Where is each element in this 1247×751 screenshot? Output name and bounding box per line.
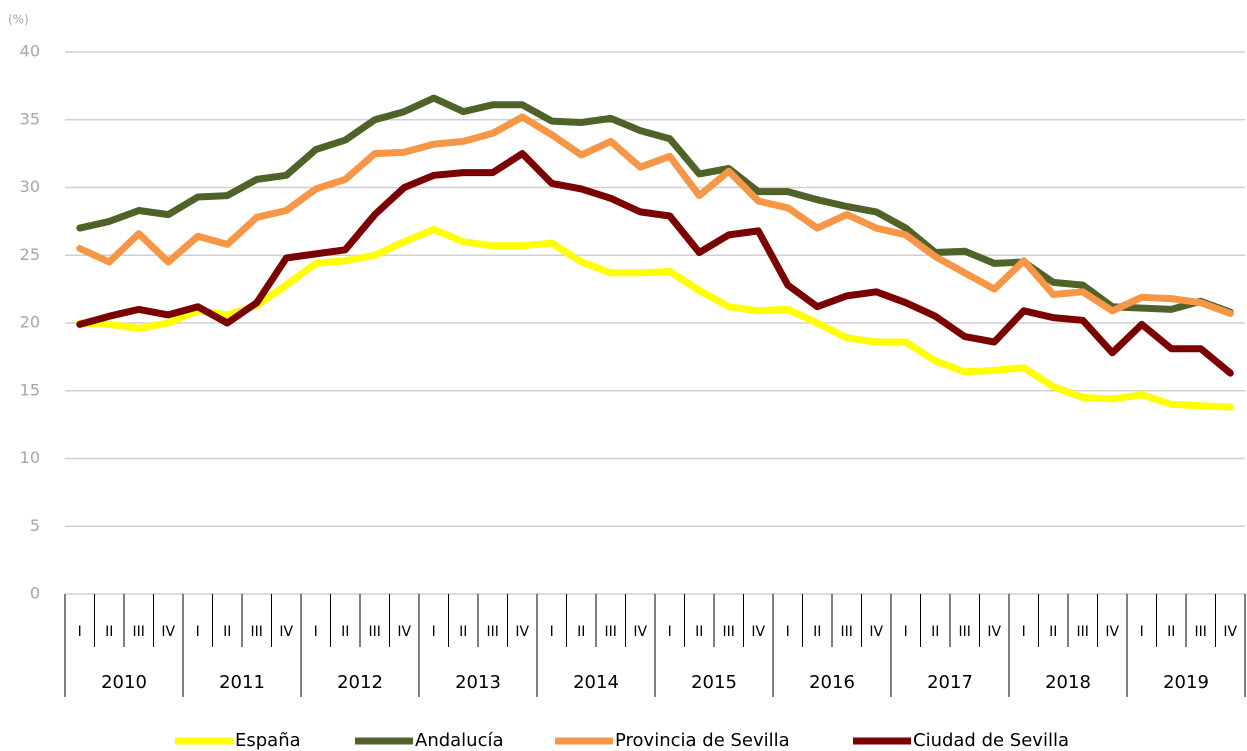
year-label: 2010 <box>101 672 147 693</box>
x-tick-label: III <box>605 624 617 640</box>
legend-label: España <box>235 730 301 751</box>
x-tick-label: II <box>223 624 231 640</box>
legend-label: Ciudad de Sevilla <box>913 730 1069 751</box>
x-tick-label: I <box>550 624 554 640</box>
x-tick-label: III <box>1195 624 1207 640</box>
legend-label: Provincia de Sevilla <box>615 730 790 751</box>
x-tick-label: III <box>133 624 145 640</box>
series-line <box>76 150 1234 377</box>
y-tick-label: 0 <box>30 584 40 603</box>
year-label: 2016 <box>809 672 855 693</box>
y-tick-label: 25 <box>20 245 40 264</box>
x-tick-label: III <box>369 624 381 640</box>
y-tick-label: 30 <box>20 177 40 196</box>
x-tick-label: II <box>813 624 821 640</box>
x-tick-label: I <box>196 624 200 640</box>
x-tick-label: IV <box>751 624 765 640</box>
x-tick-label: II <box>577 624 585 640</box>
year-label: 2017 <box>927 672 973 693</box>
year-label: 2015 <box>691 672 737 693</box>
series-line <box>76 226 1234 411</box>
y-tick-label: 10 <box>20 448 40 467</box>
x-tick-label: IV <box>1105 624 1119 640</box>
x-tick-label: I <box>1140 624 1144 640</box>
x-tick-label: III <box>723 624 735 640</box>
x-tick-label: I <box>786 624 790 640</box>
x-tick-label: IV <box>1223 624 1237 640</box>
x-tick-label: IV <box>161 624 175 640</box>
year-label: 2011 <box>219 672 265 693</box>
year-label: 2018 <box>1045 672 1091 693</box>
y-tick-label: 20 <box>20 313 40 332</box>
x-tick-label: II <box>459 624 467 640</box>
y-tick-label: 35 <box>20 109 40 128</box>
year-label: 2019 <box>1163 672 1209 693</box>
x-tick-label: II <box>1167 624 1175 640</box>
y-tick-label: 5 <box>30 516 40 535</box>
x-tick-label: III <box>959 624 971 640</box>
x-tick-label: I <box>314 624 318 640</box>
x-tick-label: II <box>341 624 349 640</box>
series-line <box>76 113 1234 317</box>
x-tick-label: IV <box>515 624 529 640</box>
x-tick-label: I <box>432 624 436 640</box>
legend-label: Andalucía <box>415 730 504 751</box>
x-tick-label: II <box>1049 624 1057 640</box>
year-label: 2013 <box>455 672 501 693</box>
x-tick-label: II <box>695 624 703 640</box>
x-tick-label: III <box>487 624 499 640</box>
x-tick-label: II <box>931 624 939 640</box>
year-label: 2014 <box>573 672 619 693</box>
x-tick-label: IV <box>987 624 1001 640</box>
x-tick-label: III <box>841 624 853 640</box>
x-tick-label: IV <box>633 624 647 640</box>
y-tick-label: 40 <box>20 42 40 61</box>
x-tick-label: II <box>105 624 113 640</box>
x-tick-label: I <box>1022 624 1026 640</box>
x-tick-label: IV <box>279 624 293 640</box>
x-tick-label: IV <box>869 624 883 640</box>
y-tick-label: 15 <box>20 380 40 399</box>
x-tick-label: IV <box>397 624 411 640</box>
series-line <box>76 94 1234 316</box>
x-tick-label: I <box>78 624 82 640</box>
year-label: 2012 <box>337 672 383 693</box>
x-tick-label: III <box>251 624 263 640</box>
x-tick-label: III <box>1077 624 1089 640</box>
x-tick-label: I <box>904 624 908 640</box>
y-unit: (%) <box>8 13 29 27</box>
x-tick-label: I <box>668 624 672 640</box>
